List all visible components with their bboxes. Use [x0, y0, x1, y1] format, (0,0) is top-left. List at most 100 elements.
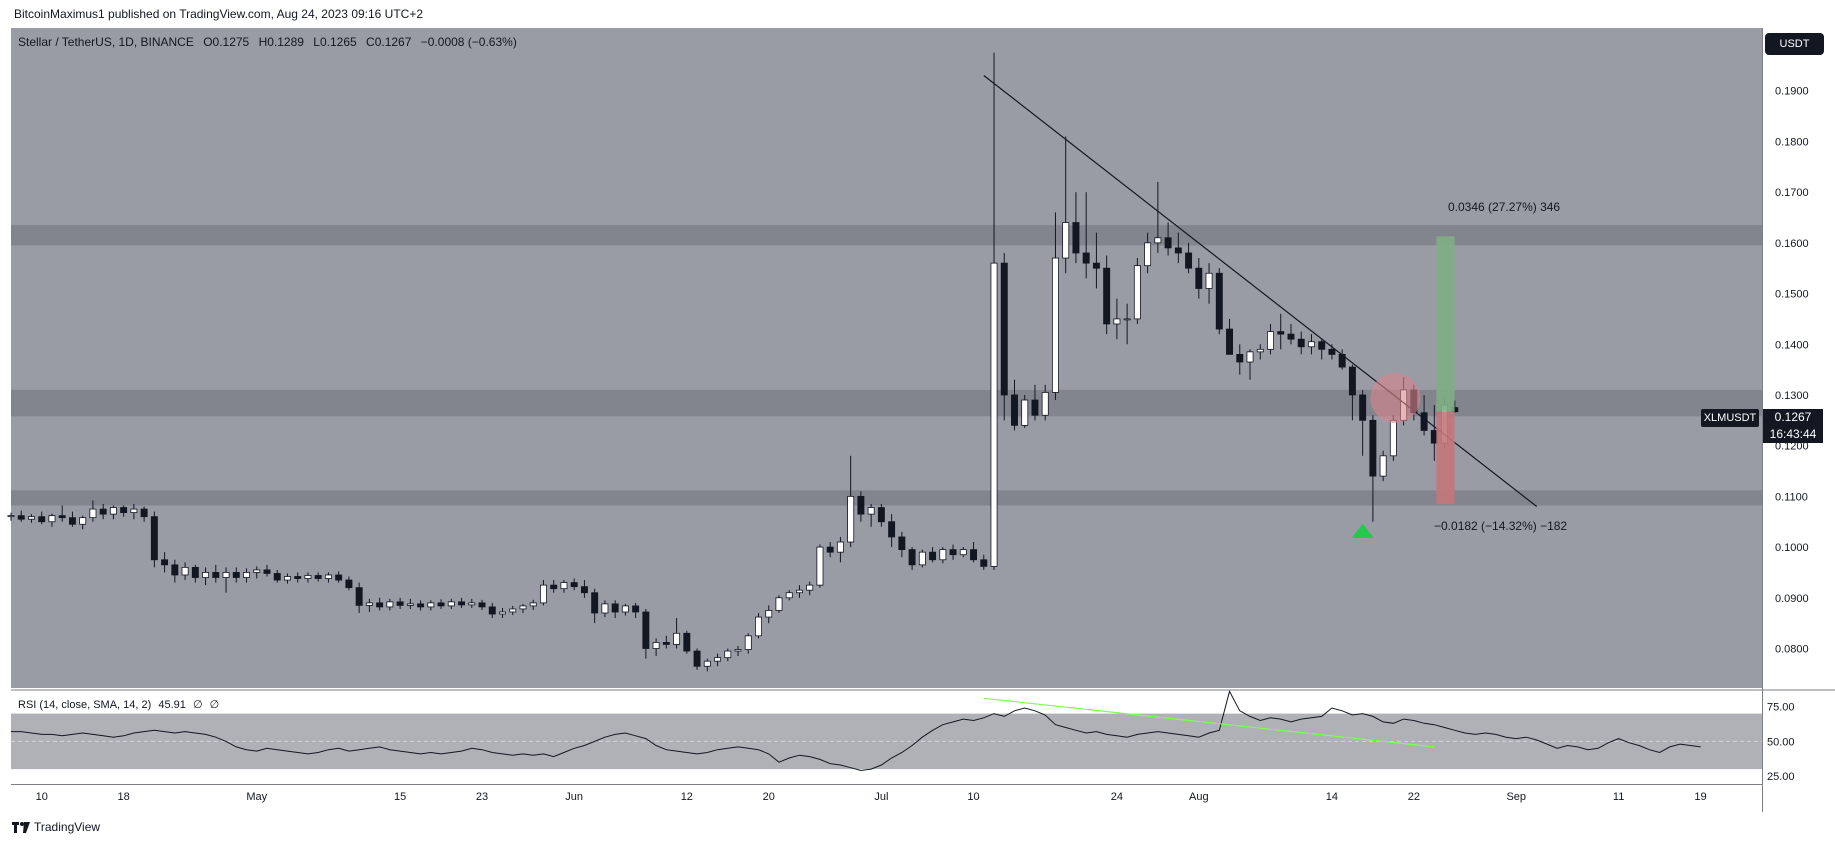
candle-body: [529, 602, 537, 607]
candle-body: [38, 516, 46, 523]
candle-body: [857, 495, 865, 515]
candle-body: [877, 507, 885, 523]
candle-body: [734, 649, 742, 652]
candle-body: [171, 564, 179, 576]
candle-body: [365, 602, 373, 606]
candle-body: [1154, 237, 1162, 244]
candle-body: [458, 601, 466, 606]
candle-body: [345, 579, 353, 589]
candle-body: [109, 507, 117, 515]
price-tick-label: 0.1200: [1775, 441, 1809, 453]
rsi-extra-2: ∅: [209, 699, 220, 711]
candle-body: [468, 602, 476, 606]
candle-body: [683, 632, 691, 652]
rsi-tick-label: 25.00: [1767, 771, 1795, 783]
candle-body: [478, 602, 486, 608]
candle-body: [99, 508, 107, 515]
upside-target-label: 0.0346 (27.27%) 346: [1448, 200, 1560, 214]
price-tick-label: 0.1500: [1775, 289, 1809, 301]
candle-body: [560, 582, 568, 590]
candle-body: [140, 508, 148, 518]
candle-body: [212, 572, 220, 578]
candle-body: [970, 549, 978, 561]
time-tick-label: 24: [1111, 791, 1123, 803]
time-tick-label: 22: [1408, 791, 1420, 803]
bullish-marker-icon: [1351, 523, 1374, 538]
candle-body: [959, 549, 967, 556]
candle-body: [703, 660, 711, 667]
resistance-circle: [1370, 373, 1421, 424]
chart-pane[interactable]: [11, 28, 1762, 688]
candle-body: [519, 605, 527, 610]
candle-body: [816, 546, 824, 586]
candle-body: [253, 569, 261, 573]
high-value: 0.1289: [267, 35, 304, 49]
candle-body: [1082, 252, 1090, 264]
candle-body: [1031, 399, 1039, 416]
candle-body: [580, 586, 588, 594]
candle-body: [980, 559, 988, 567]
candle-body: [181, 566, 189, 576]
candle-body: [1389, 419, 1397, 457]
candle-body: [836, 541, 844, 553]
price-tick-label: 0.1900: [1775, 86, 1809, 98]
candle-body: [1246, 351, 1254, 363]
rsi-tick-label: 50.00: [1767, 736, 1795, 748]
candle-body: [222, 572, 230, 578]
publish-header: BitcoinMaximus1 published on TradingView…: [0, 0, 1835, 28]
candle-body: [232, 572, 240, 578]
candle-body: [826, 546, 834, 553]
currency-button[interactable]: USDT: [1765, 33, 1824, 55]
candle-body: [724, 650, 732, 659]
candle-body: [304, 575, 312, 579]
candle-body: [150, 516, 158, 561]
candle-body: [1297, 338, 1305, 348]
candle-body: [437, 602, 445, 607]
symbol-name: Stellar / TetherUS, 1D, BINANCE: [18, 35, 194, 49]
candle-body: [1307, 341, 1315, 348]
downside-target-label: −0.0182 (−14.32%) −182: [1434, 519, 1567, 533]
candle-body: [929, 551, 937, 561]
candle-body: [1267, 331, 1274, 350]
candle-body: [427, 602, 435, 608]
candle-body: [68, 517, 76, 525]
candle-body: [570, 582, 578, 588]
candle-body: [417, 603, 425, 608]
candle-body: [775, 597, 783, 611]
time-tick-label: 14: [1326, 791, 1338, 803]
candle-body: [488, 606, 496, 615]
candle-body: [652, 642, 660, 649]
candle-body: [662, 642, 670, 645]
open-value: 0.1275: [212, 35, 250, 49]
candle-body: [1277, 331, 1285, 335]
candle-body: [58, 515, 66, 519]
candle-body: [918, 551, 926, 566]
tradingview-logo-icon: [12, 822, 30, 833]
candle-body: [1287, 333, 1295, 340]
candle-body: [447, 601, 455, 607]
candle-body: [130, 508, 138, 514]
footer: TradingView: [0, 812, 1835, 845]
candle-body: [1348, 366, 1356, 396]
candle-body: [642, 611, 650, 649]
time-tick-label: 23: [476, 791, 488, 803]
candle-body: [898, 536, 906, 551]
rsi-value: 45.91: [158, 699, 186, 711]
time-axis[interactable]: [11, 784, 1762, 813]
candle-body: [1226, 328, 1234, 355]
symbol-legend: Stellar / TetherUS, 1D, BINANCE O0.1275 …: [18, 35, 517, 49]
candle-body: [693, 650, 701, 667]
footer-brand: TradingView: [34, 820, 101, 834]
candle-body: [406, 603, 414, 606]
price-tick-label: 0.1700: [1775, 187, 1809, 199]
candle-body: [550, 584, 558, 590]
time-tick-label: 10: [36, 791, 48, 803]
candle-body: [795, 589, 803, 594]
candle-body: [324, 574, 332, 579]
candle-body: [396, 601, 404, 606]
candle-body: [990, 262, 998, 567]
candle-body: [202, 572, 210, 578]
horizontal-zone-2: [11, 490, 1762, 506]
candle-body: [1133, 265, 1141, 320]
